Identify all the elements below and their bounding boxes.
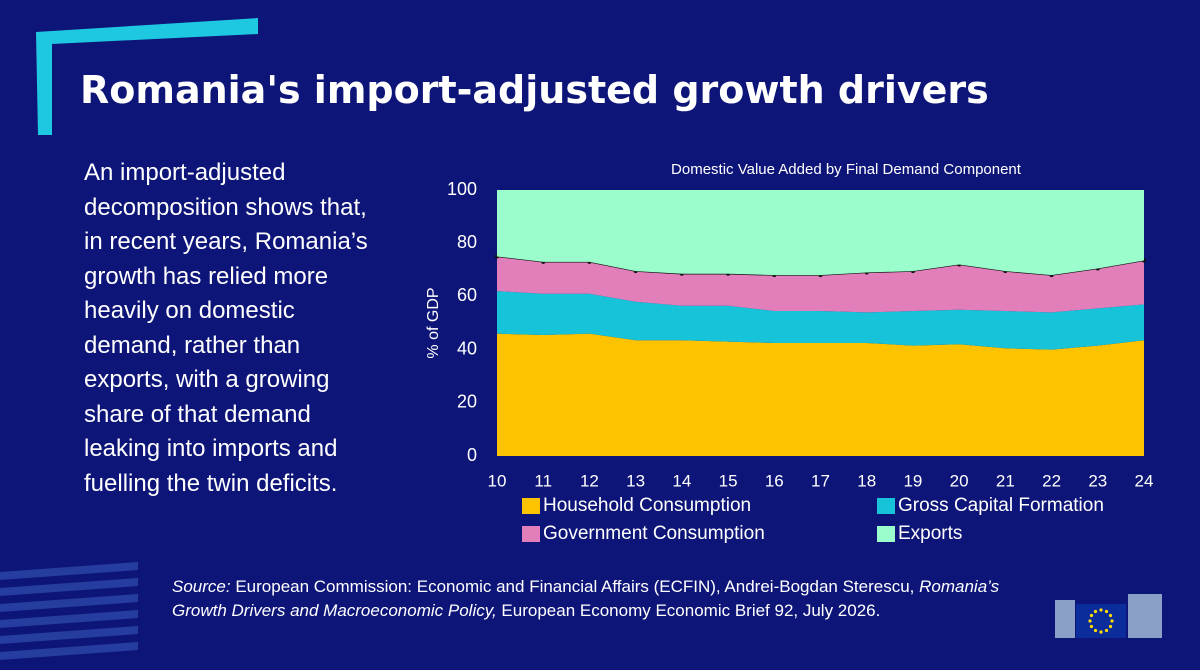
legend-label: Exports: [898, 523, 962, 544]
x-tick-label: 23: [1088, 471, 1107, 490]
y-tick-label: 80: [457, 232, 477, 252]
x-tick-label: 22: [1042, 471, 1061, 490]
area: [497, 291, 1144, 350]
legend-label: Government Consumption: [543, 523, 765, 544]
title: Romania's import-adjusted growth drivers: [80, 68, 989, 112]
legend-label: Household Consumption: [543, 495, 751, 516]
x-tick-label: 13: [626, 471, 645, 490]
x-tick-label: 19: [903, 471, 922, 490]
chart-title: Domestic Value Added by Final Demand Com…: [671, 161, 1022, 178]
area: [497, 190, 1144, 276]
area: [497, 333, 1144, 456]
x-tick-label: 20: [950, 471, 969, 490]
legend-swatch: [877, 498, 895, 514]
x-tick-label: 12: [580, 471, 599, 490]
body-text: An import-adjusted decomposition shows t…: [84, 159, 368, 497]
legend-swatch: [877, 526, 895, 542]
legend-label: Gross Capital Formation: [898, 495, 1104, 516]
source-text: European Commission: Economic and Financ…: [235, 577, 915, 596]
legend-swatch: [522, 526, 540, 542]
x-tick-label: 11: [534, 471, 552, 490]
source-label: Source:: [172, 577, 231, 596]
x-tick-label: 15: [719, 471, 738, 490]
x-tick-label: 16: [765, 471, 784, 490]
source: Source: European Commission: Economic an…: [172, 575, 1012, 623]
x-tick-label: 21: [996, 471, 1015, 490]
x-tick-label: 18: [857, 471, 876, 490]
y-tick-label: 40: [457, 338, 477, 358]
eu-star: [1088, 619, 1092, 623]
x-tick-label: 14: [672, 471, 691, 490]
eu-star: [1108, 624, 1113, 629]
eu-star: [1093, 609, 1098, 614]
source-text: European Economy Economic Brief 92, July…: [501, 601, 881, 620]
eu-star: [1104, 609, 1109, 614]
area: [497, 256, 1144, 313]
eu-star: [1099, 630, 1103, 634]
eu-star: [1089, 613, 1094, 618]
decor-stripes: [0, 562, 138, 660]
y-axis-label: % of GDP: [425, 287, 442, 358]
eu-star: [1110, 619, 1114, 623]
y-tick-label: 100: [447, 179, 477, 199]
eu-star: [1089, 624, 1094, 629]
x-tick-label: 17: [811, 471, 830, 490]
x-tick-label: 10: [488, 471, 507, 490]
eu-star: [1093, 628, 1098, 633]
y-tick-label: 60: [457, 285, 477, 305]
x-tick-label: 24: [1135, 471, 1154, 490]
legend-swatch: [522, 498, 540, 514]
y-tick-label: 0: [467, 445, 477, 465]
source-publication: Romania’s Growth Drivers and Macroeconom…: [172, 577, 1000, 620]
eu-logo: [1055, 594, 1162, 638]
eu-star: [1108, 613, 1113, 618]
decor-bracket: [36, 18, 258, 135]
y-tick-label: 20: [457, 392, 477, 412]
eu-star: [1099, 608, 1103, 612]
eu-star: [1104, 628, 1109, 633]
